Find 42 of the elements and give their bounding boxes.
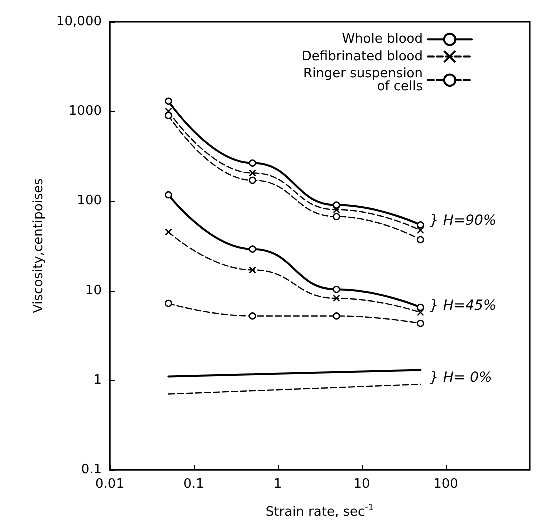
point: [249, 170, 256, 177]
point: [249, 266, 256, 274]
x-tick-label: 0.1: [184, 477, 204, 492]
point: [249, 160, 256, 167]
point: [417, 222, 424, 229]
legend-label: Whole blood: [342, 32, 423, 48]
point: [333, 294, 340, 302]
y-tick-label: 100: [77, 194, 102, 209]
y-tick-label: 0.1: [81, 462, 102, 478]
y-tick-label: 10: [85, 283, 102, 298]
legend-label: Defibrinated blood: [302, 49, 423, 64]
point: [417, 309, 424, 316]
point: [165, 300, 172, 308]
x-tick-label: 10: [354, 477, 370, 492]
point: [417, 236, 424, 244]
point: [165, 112, 172, 120]
point: [333, 286, 340, 294]
point: [417, 304, 424, 312]
point: [333, 213, 340, 220]
point: [165, 98, 172, 106]
point: [417, 320, 424, 328]
point: [333, 312, 340, 320]
y-tick-label: 10,000: [56, 14, 102, 30]
x-tick-label: 0.01: [96, 477, 124, 492]
x-tick-label: 100: [434, 477, 458, 492]
point: [249, 312, 256, 320]
point: [165, 108, 172, 116]
legend-label: Ringer suspension of cells: [304, 66, 424, 94]
x-tick-label: 1: [274, 477, 282, 492]
point: [249, 246, 256, 254]
y-tick-label: 1000: [68, 104, 102, 120]
annotation: } H= 0%: [430, 370, 492, 386]
point: [165, 228, 172, 236]
y-axis-title: Viscosity,centipoises: [32, 178, 47, 314]
annotation: } H=90%: [430, 213, 497, 229]
point: [165, 191, 172, 199]
annotation: } H=45%: [430, 298, 497, 314]
point: [333, 206, 340, 214]
point: [249, 176, 256, 184]
point: [417, 226, 424, 234]
point: [333, 202, 340, 209]
y-tick-label: 1: [94, 372, 102, 388]
